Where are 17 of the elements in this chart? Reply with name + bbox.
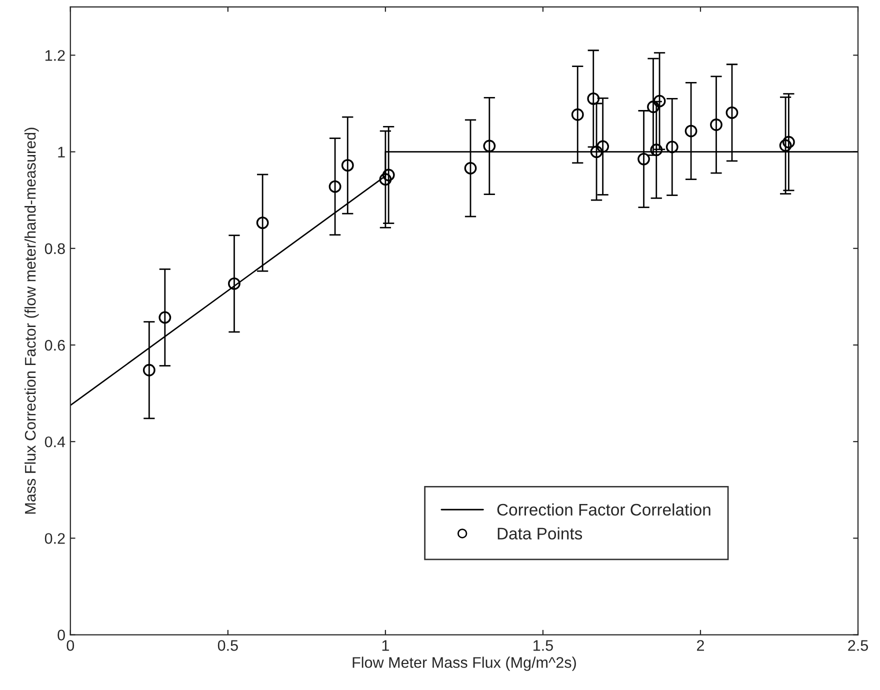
x-tick-label: 2.5 [848,640,868,651]
y-tick-label: 1.2 [45,50,65,61]
x-axis-title: Flow Meter Mass Flux (Mg/m^2s) [352,656,576,671]
x-tick-label: 1 [382,640,389,651]
y-tick-label: 0 [58,630,65,640]
y-axis-title: Mass Flux Correction Factor (flow meter/hand-measured) [24,128,39,514]
legend-label: Data Points [498,527,582,540]
x-tick-label: 2 [697,640,704,651]
x-tick-label: 0 [66,640,74,651]
y-tick-label: 0.2 [44,533,65,544]
y-tick-label: 1 [58,146,65,158]
y-tick-label: 0.8 [44,243,65,254]
x-tick-label: 1.5 [534,640,553,651]
y-tick-label: 0.4 [44,436,66,448]
x-tick-label: 0.5 [218,640,238,651]
y-tick-label: 0.6 [44,340,65,351]
legend-label: Correction Factor Correlation [497,503,710,516]
